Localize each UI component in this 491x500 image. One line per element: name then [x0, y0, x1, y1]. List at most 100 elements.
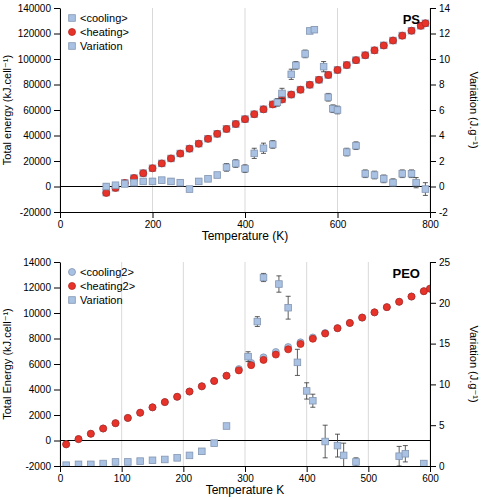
error-bar — [199, 449, 204, 454]
legend-item: <cooling2> — [69, 266, 134, 278]
point — [186, 186, 193, 193]
y-tick-mark — [54, 288, 60, 289]
y-tick-mark — [54, 136, 60, 137]
point — [235, 367, 242, 374]
error-bar — [295, 349, 300, 375]
point — [125, 459, 132, 466]
point — [195, 140, 202, 147]
point — [383, 304, 390, 311]
point — [223, 164, 230, 171]
grid-line — [430, 262, 431, 466]
point — [353, 57, 360, 64]
legend-label: Variation — [80, 294, 123, 306]
point — [242, 116, 249, 123]
point — [320, 63, 327, 70]
x-tick-label: 0 — [58, 219, 64, 230]
error-bar — [372, 171, 377, 179]
error-bar — [261, 143, 266, 153]
error-bar-cap — [397, 466, 402, 467]
y-tick-label: 14000 — [23, 257, 51, 268]
point — [422, 20, 429, 27]
error-bar — [286, 296, 291, 319]
y2-tick-label: 6 — [439, 105, 445, 116]
y-tick: -20000 — [20, 207, 60, 218]
y2-tick-label: 10 — [439, 54, 451, 65]
point — [87, 430, 94, 437]
point — [346, 319, 353, 326]
point — [186, 145, 193, 152]
y-tick-label: 100000 — [18, 54, 52, 65]
error-bar — [280, 88, 285, 98]
y2-tick-mark — [430, 466, 436, 467]
point — [390, 179, 397, 186]
point — [121, 180, 128, 187]
point — [149, 404, 156, 411]
y2-tick: 25 — [430, 257, 451, 268]
y-tick-label: 12000 — [23, 282, 51, 293]
point — [371, 47, 378, 54]
point — [211, 377, 218, 384]
point — [186, 388, 193, 395]
y-tick-label: 140000 — [18, 3, 52, 14]
y-tick-mark — [54, 59, 60, 60]
legend-marker — [69, 29, 76, 36]
legend-marker — [69, 43, 76, 50]
y-tick: 8000 — [29, 333, 60, 344]
x-axis-title: Temperature K — [206, 483, 285, 497]
y-tick: 0 — [45, 435, 60, 446]
error-bar-cap — [261, 153, 266, 154]
y2-tick-label: 2 — [439, 156, 445, 167]
x-tick-mark — [307, 466, 308, 472]
point — [232, 121, 239, 128]
point — [186, 388, 193, 395]
point — [427, 285, 431, 292]
series — [103, 20, 429, 196]
point — [149, 457, 156, 464]
x-tick: 400 — [237, 212, 254, 230]
error-bar — [414, 178, 419, 188]
error-bar — [255, 317, 260, 327]
point — [254, 318, 261, 325]
legend-label: Variation — [80, 40, 123, 52]
point — [124, 414, 131, 421]
y2-tick-mark — [430, 161, 436, 162]
y-tick-label: 2000 — [29, 410, 52, 421]
point — [124, 414, 131, 421]
point — [396, 453, 403, 460]
point — [279, 90, 286, 97]
point — [158, 160, 165, 167]
y-axis: -200000200004000060000800001000001200001… — [18, 3, 61, 218]
point — [223, 125, 230, 132]
error-bar — [304, 383, 309, 399]
chart-container: 0200400600800-20000020000400006000080000… — [0, 0, 491, 500]
y2-axis-title: Variation (J.g⁻¹) — [468, 325, 480, 402]
point — [251, 111, 258, 118]
legend-marker — [69, 283, 76, 290]
y-tick-label: -20000 — [20, 207, 52, 218]
point — [88, 461, 95, 466]
y-tick: -2000 — [25, 461, 60, 472]
point — [272, 351, 279, 358]
point — [396, 298, 403, 305]
error-bar-cap — [246, 361, 251, 362]
point — [260, 356, 267, 363]
y-tick-mark — [54, 34, 60, 35]
y-tick-mark — [54, 110, 60, 111]
point — [269, 141, 276, 148]
point — [251, 150, 258, 157]
error-bar-cap — [289, 79, 294, 80]
point — [276, 281, 283, 288]
x-tick-mark — [183, 466, 184, 472]
x-tick-label: 800 — [422, 219, 439, 230]
error-bar — [423, 183, 428, 196]
y-tick-label: 4000 — [29, 384, 52, 395]
y-tick-mark — [54, 415, 60, 416]
point — [285, 304, 292, 311]
point — [211, 440, 218, 447]
error-bar — [113, 183, 118, 188]
y-tick-label: 0 — [45, 181, 51, 192]
y-tick-mark — [54, 339, 60, 340]
error-bar — [187, 187, 192, 192]
point — [421, 460, 428, 466]
point — [112, 182, 119, 189]
